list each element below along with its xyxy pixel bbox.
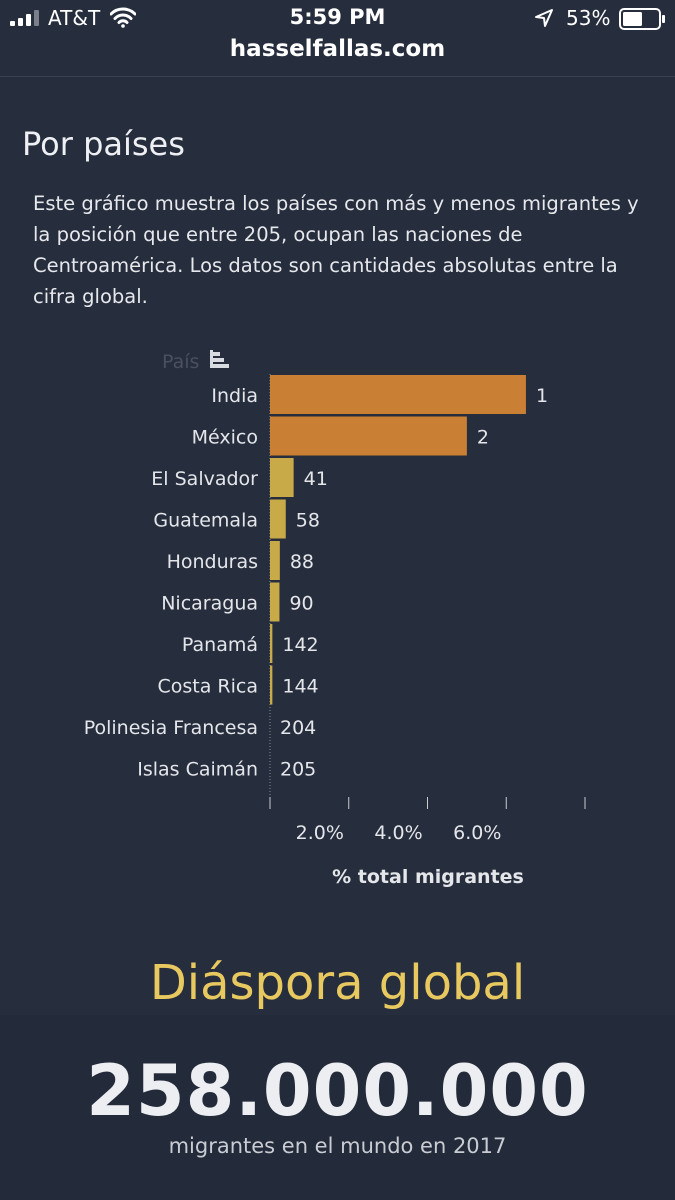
status-bar: AT&T 5:59 PM 53%	[0, 0, 675, 36]
section-title: Por países	[22, 124, 185, 163]
category-label: Polinesia Francesa	[84, 717, 258, 739]
clock: 5:59 PM	[289, 5, 386, 29]
summary-band	[0, 1015, 675, 1200]
category-label: Honduras	[167, 551, 258, 573]
bar-chart: País India 1 México 2 El Salvador 41 Guatemala…	[84, 350, 586, 888]
category-label: Nicaragua	[161, 592, 258, 614]
summary-title: Diáspora global	[149, 955, 526, 1011]
x-axis-label: % total migrantes	[332, 866, 524, 888]
summary-caption: migrantes en el mundo en 2017	[168, 1134, 507, 1158]
category-label: El Salvador	[151, 468, 258, 490]
rank-label: 142	[282, 634, 318, 656]
rank-label: 1	[536, 385, 548, 407]
rank-label: 88	[290, 551, 314, 573]
bar[interactable]	[270, 624, 273, 663]
rank-label: 90	[289, 592, 313, 614]
bar[interactable]	[270, 416, 467, 456]
bar[interactable]	[270, 499, 286, 539]
battery-icon	[619, 8, 665, 30]
carrier-name: AT&T	[48, 6, 101, 30]
bar[interactable]	[270, 582, 280, 622]
rank-label: 204	[280, 717, 316, 739]
x-tick-label: 2.0%	[296, 822, 344, 844]
sort-icon[interactable]	[210, 350, 229, 368]
rank-label: 205	[280, 758, 316, 780]
category-label: Costa Rica	[158, 675, 259, 697]
wifi-icon	[110, 7, 136, 28]
category-label: India	[211, 385, 258, 407]
url-text[interactable]: hasselfallas.com	[229, 36, 446, 62]
bar[interactable]	[270, 375, 526, 414]
migrant-total: 258.000.000	[86, 1050, 589, 1132]
section-description: Este gráfico muestra los países con más …	[33, 192, 639, 308]
rank-label: 144	[282, 675, 318, 697]
category-label: Islas Caimán	[137, 758, 258, 780]
location-icon	[535, 9, 553, 27]
x-tick-label: 4.0%	[374, 822, 422, 844]
x-tick-label: 6.0%	[453, 822, 501, 844]
category-label: Panamá	[182, 634, 258, 656]
rank-label: 58	[296, 509, 320, 531]
category-label: Guatemala	[153, 509, 258, 531]
bar[interactable]	[270, 665, 273, 705]
bar[interactable]	[270, 458, 294, 497]
address-bar[interactable]: hasselfallas.com	[0, 36, 675, 77]
signal-icon	[10, 10, 39, 26]
battery-percentage: 53%	[566, 6, 611, 30]
dimension-label[interactable]: País	[162, 351, 199, 373]
rank-label: 2	[477, 426, 489, 448]
category-label: México	[192, 426, 258, 448]
bar[interactable]	[270, 541, 280, 580]
rank-label: 41	[304, 468, 328, 490]
